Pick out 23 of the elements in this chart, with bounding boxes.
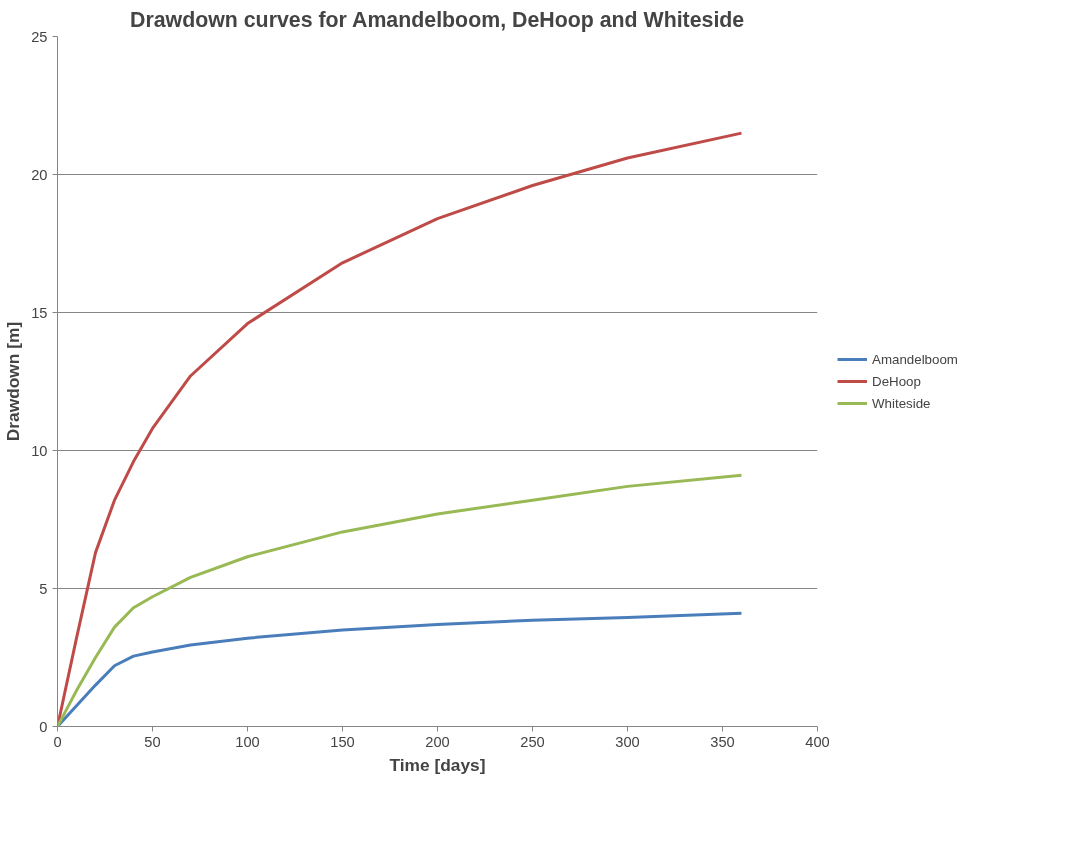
y-axis-title: Drawdown [m] [3,321,24,442]
x-tick-label: 200 [425,733,450,750]
x-tick-label: 400 [805,733,830,750]
x-axis-title: Time [days] [389,754,486,775]
x-tick-label: 300 [615,733,640,750]
y-tick-label: 20 [31,166,48,183]
y-tick-label: 15 [31,304,48,321]
line-series [57,611,743,727]
x-tick-label: 150 [330,733,355,750]
legend-label: Amandelboom [872,351,958,367]
x-tick-label: 50 [144,733,161,750]
chart-title: Drawdown curves for Amandelboom, DeHoop and Whiteside [129,7,745,32]
y-tick-label: 5 [39,580,48,597]
y-tick-label: 25 [31,28,48,45]
x-tick-label: 0 [53,733,62,750]
y-tick-label: 0 [39,718,48,735]
legend-label: DeHoop [872,373,921,389]
line-series [57,473,743,727]
y-tick-label: 10 [31,442,48,459]
x-tick-label: 350 [710,733,735,750]
legend-label: Whiteside [872,395,931,411]
x-tick-label: 100 [235,733,260,750]
x-tick-label: 250 [520,733,545,750]
